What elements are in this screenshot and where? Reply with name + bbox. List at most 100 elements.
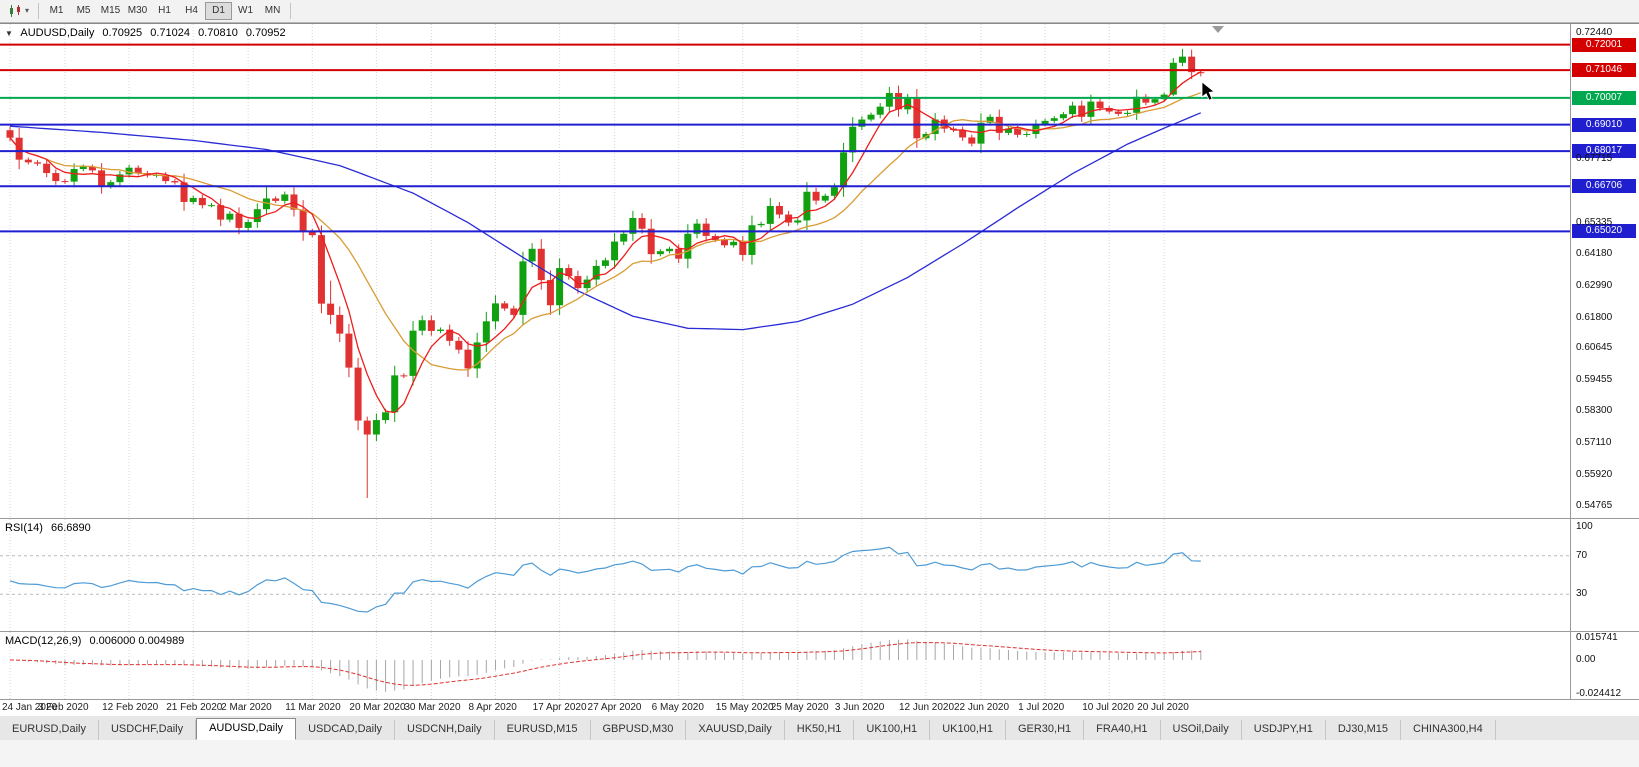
timeframe-h4-button[interactable]: H4 — [178, 2, 205, 20]
chart-tab-usdcad-daily[interactable]: USDCAD,Daily — [296, 720, 396, 740]
chart-tab-usoil-daily[interactable]: USOil,Daily — [1160, 720, 1242, 740]
price-axis-label: 0.62990 — [1576, 279, 1613, 291]
candle-body — [666, 248, 674, 252]
candle-body — [830, 187, 838, 196]
chart-tab-uk100-h1[interactable]: UK100,H1 — [930, 720, 1006, 740]
chart-tab-uk100-h1[interactable]: UK100,H1 — [854, 720, 931, 740]
timeframe-w1-button[interactable]: W1 — [232, 2, 259, 20]
chart-tab-china300-h4[interactable]: CHINA300,H4 — [1401, 720, 1496, 740]
timeframe-d1-button[interactable]: D1 — [205, 2, 233, 20]
candle-body — [1169, 62, 1177, 95]
rsi-pane: RSI(14) 66.6890 100 70 30 — [0, 519, 1639, 631]
candle-body — [931, 119, 939, 134]
candle-body — [98, 170, 106, 187]
candle-body — [372, 420, 380, 435]
candle-body — [647, 228, 655, 255]
macd-chart-canvas[interactable]: MACD(12,26,9) 0.006000 0.004989 — [0, 632, 1570, 699]
candle-body — [1133, 96, 1141, 113]
candle-body — [446, 329, 454, 341]
date-label: 2 Mar 2020 — [221, 702, 272, 713]
candle-body — [1178, 56, 1186, 63]
candle-body — [6, 130, 14, 138]
timeframe-m1-button[interactable]: M1 — [43, 2, 70, 20]
price-axis-label: 0.58300 — [1576, 405, 1613, 417]
timeframe-h1-button[interactable]: H1 — [151, 2, 178, 20]
date-label: 3 Jun 2020 — [834, 702, 885, 713]
date-label: 1 Jul 2020 — [1018, 702, 1065, 713]
chart-tab-usdchf-daily[interactable]: USDCHF,Daily — [98, 720, 197, 740]
ma-fast-line — [9, 71, 1202, 414]
candle-body — [180, 182, 188, 202]
candle-body — [1050, 118, 1058, 121]
candle-body — [821, 195, 829, 201]
candle-body — [1124, 112, 1132, 114]
macd-title: MACD(12,26,9) 0.006000 0.004989 — [5, 635, 189, 647]
price-axis-label: 0.67715 — [1576, 153, 1613, 165]
pane-divider[interactable] — [0, 631, 1639, 632]
chart-tab-eurusd-daily[interactable]: EURUSD,Daily — [0, 720, 99, 740]
candle-body — [519, 261, 527, 315]
candle-body — [43, 163, 51, 174]
chart-tab-fra40-h1[interactable]: FRA40,H1 — [1084, 720, 1161, 740]
timeframe-m15-button[interactable]: M15 — [97, 2, 124, 20]
pane-divider[interactable] — [0, 518, 1639, 519]
chart-symbol-label: AUDUSD,Daily — [20, 27, 95, 39]
candle-body — [33, 162, 41, 164]
chart-tab-usdcnh-daily[interactable]: USDCNH,Daily — [395, 720, 495, 740]
timeframe-m30-button[interactable]: M30 — [124, 2, 151, 20]
chart-tab-usdjpy-h1[interactable]: USDJPY,H1 — [1241, 720, 1326, 740]
timeframe-m5-button[interactable]: M5 — [70, 2, 97, 20]
candle-body — [757, 223, 765, 226]
candle-body — [116, 174, 124, 183]
candle-body — [79, 166, 87, 170]
triangle-down-icon[interactable]: ▼ — [5, 29, 13, 38]
chart-tab-audusd-daily[interactable]: AUDUSD,Daily — [196, 718, 297, 740]
time-axis[interactable]: 24 Jan 2020 3 Feb 2020 12 Feb 2020 21 Feb 2… — [0, 699, 1639, 716]
date-label: 30 Mar 2020 — [404, 702, 461, 713]
date-label: 21 Feb 2020 — [166, 702, 223, 713]
chart-tab-hk50-h1[interactable]: HK50,H1 — [784, 720, 855, 740]
ma-slow-line — [9, 112, 1202, 331]
candle-body — [867, 114, 875, 120]
candle-body — [125, 167, 133, 175]
price-chart-canvas[interactable]: ▼ AUDUSD,Daily 0.70925 0.71024 0.70810 0… — [0, 24, 1570, 518]
chart-tab-ger30-h1[interactable]: GER30,H1 — [1005, 720, 1085, 740]
date-label: 6 May 2020 — [651, 702, 704, 713]
rsi-chart-canvas[interactable]: RSI(14) 66.6890 — [0, 519, 1570, 631]
candle-body — [601, 260, 609, 266]
macd-axis[interactable]: 0.015741 0.00 -0.024412 — [1570, 632, 1639, 699]
candle-body — [565, 268, 573, 277]
date-label: 8 Apr 2020 — [468, 702, 517, 713]
candle-body — [52, 173, 60, 182]
chart-tab-xauusd-daily[interactable]: XAUUSD,Daily — [686, 720, 785, 740]
candle-body — [546, 280, 554, 306]
candle-body — [556, 268, 564, 306]
candle-body — [235, 213, 243, 228]
candle-body — [693, 223, 701, 234]
candle-body — [684, 233, 692, 259]
chart-tab-gbpusd-m30[interactable]: GBPUSD,M30 — [590, 720, 687, 740]
date-label: 12 Feb 2020 — [102, 702, 159, 713]
candle-body — [812, 191, 820, 201]
price-level-badge: 0.69010 — [1572, 117, 1636, 132]
candle-body — [464, 349, 472, 369]
chart-tab-eurusd-m15[interactable]: EURUSD,M15 — [494, 720, 591, 740]
chart-tab-dj30-m15[interactable]: DJ30,M15 — [1325, 720, 1401, 740]
candle-body — [803, 191, 811, 221]
candle-body — [345, 333, 353, 368]
candle-body — [1105, 108, 1113, 112]
chart-shift-marker-icon — [1212, 26, 1224, 33]
status-strip — [0, 740, 1639, 767]
price-axis-label: 0.65335 — [1576, 216, 1613, 228]
rsi-axis[interactable]: 100 70 30 — [1570, 519, 1639, 631]
price-axis-label: 0.57110 — [1576, 437, 1612, 449]
candle-body — [162, 174, 170, 182]
price-axis-label: 0.59455 — [1576, 374, 1613, 386]
candle-body — [730, 241, 738, 246]
candle-body — [363, 420, 371, 435]
candle-body — [1160, 94, 1168, 100]
timeframe-mn-button[interactable]: MN — [259, 2, 286, 20]
price-level-badge: 0.65020 — [1572, 224, 1636, 239]
price-axis[interactable]: 0.72001 0.71046 0.70007 0.69010 0.68017 0.667… — [1570, 24, 1639, 518]
chart-type-icon[interactable]: ▾ — [4, 2, 34, 20]
